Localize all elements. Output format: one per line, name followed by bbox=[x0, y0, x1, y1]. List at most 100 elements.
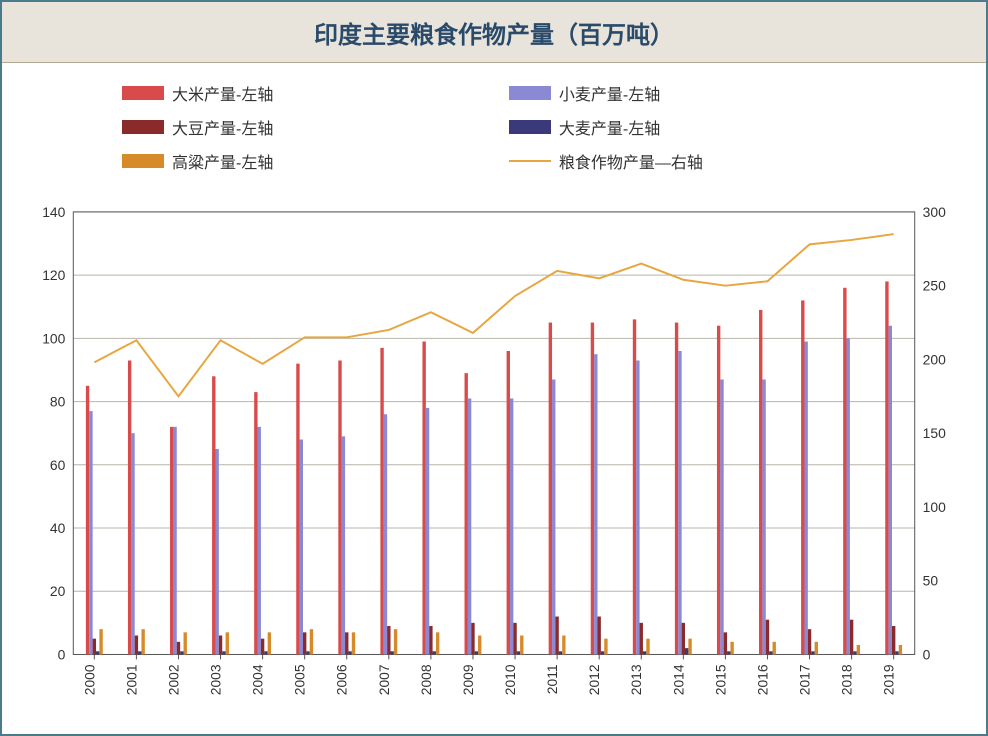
bar-rice-2005 bbox=[296, 364, 299, 655]
bar-rice-2007 bbox=[380, 348, 383, 655]
bar-soybean-2011 bbox=[555, 617, 558, 655]
x-tick-2003: 2003 bbox=[208, 664, 224, 695]
bar-barley-2015 bbox=[727, 651, 730, 654]
bar-wheat-2013 bbox=[636, 360, 639, 654]
bar-sorghum-2008 bbox=[436, 632, 439, 654]
bar-rice-2008 bbox=[422, 342, 425, 655]
bar-rice-2016 bbox=[759, 310, 762, 655]
bar-soybean-2006 bbox=[345, 632, 348, 654]
x-tick-2010: 2010 bbox=[502, 664, 518, 695]
legend-item-wheat: 小麦产量-左轴 bbox=[509, 81, 866, 105]
bar-soybean-2002 bbox=[177, 642, 180, 655]
y-left-tick-80: 80 bbox=[50, 394, 66, 410]
bar-sorghum-2004 bbox=[268, 632, 271, 654]
bar-sorghum-2019 bbox=[899, 645, 902, 654]
chart-container: 印度主要粮食作物产量（百万吨） 大米产量-左轴小麦产量-左轴大豆产量-左轴大麦产… bbox=[0, 0, 988, 736]
bar-sorghum-2018 bbox=[857, 645, 860, 654]
bar-wheat-2000 bbox=[89, 411, 92, 654]
bar-rice-2002 bbox=[170, 427, 173, 655]
y-right-tick-300: 300 bbox=[923, 204, 946, 220]
bar-rice-2015 bbox=[717, 326, 720, 655]
bar-soybean-2005 bbox=[303, 632, 306, 654]
y-left-tick-140: 140 bbox=[42, 204, 65, 220]
bar-sorghum-2005 bbox=[310, 629, 313, 654]
legend-item-total: 粮食作物产量—右轴 bbox=[509, 149, 866, 173]
bar-soybean-2000 bbox=[93, 639, 96, 655]
bar-soybean-2004 bbox=[261, 639, 264, 655]
x-tick-2012: 2012 bbox=[586, 664, 602, 695]
bar-sorghum-2015 bbox=[730, 642, 733, 655]
bar-soybean-2014 bbox=[682, 623, 685, 655]
legend-label-total: 粮食作物产量—右轴 bbox=[559, 149, 703, 173]
bar-wheat-2008 bbox=[426, 408, 429, 655]
y-left-tick-120: 120 bbox=[42, 267, 65, 283]
bar-barley-2004 bbox=[264, 651, 267, 654]
bar-soybean-2007 bbox=[387, 626, 390, 654]
bar-barley-2009 bbox=[475, 651, 478, 654]
bar-sorghum-2010 bbox=[520, 635, 523, 654]
legend-label-barley: 大麦产量-左轴 bbox=[559, 115, 660, 139]
bar-rice-2010 bbox=[507, 351, 510, 654]
legend-line-total bbox=[509, 160, 551, 162]
y-left-tick-100: 100 bbox=[42, 330, 65, 346]
y-right-tick-250: 250 bbox=[923, 278, 946, 294]
legend-item-soybean: 大豆产量-左轴 bbox=[122, 115, 479, 139]
y-right-tick-50: 50 bbox=[923, 573, 939, 589]
bar-soybean-2012 bbox=[597, 617, 600, 655]
bar-wheat-2006 bbox=[342, 436, 345, 654]
x-tick-2018: 2018 bbox=[839, 664, 855, 695]
bar-barley-2016 bbox=[769, 651, 772, 654]
bar-soybean-2016 bbox=[766, 620, 769, 655]
bar-rice-2012 bbox=[591, 323, 594, 655]
x-tick-2016: 2016 bbox=[754, 664, 770, 695]
bar-soybean-2001 bbox=[135, 635, 138, 654]
y-right-tick-100: 100 bbox=[923, 499, 946, 515]
bar-wheat-2004 bbox=[258, 427, 261, 655]
x-tick-2009: 2009 bbox=[460, 664, 476, 695]
line-total bbox=[94, 234, 893, 396]
bar-sorghum-2016 bbox=[773, 642, 776, 655]
x-tick-2001: 2001 bbox=[123, 664, 139, 695]
bar-wheat-2005 bbox=[300, 440, 303, 655]
bar-barley-2008 bbox=[433, 651, 436, 654]
bar-barley-2000 bbox=[96, 651, 99, 654]
legend-swatch-rice bbox=[122, 86, 164, 100]
legend-label-sorghum: 高粱产量-左轴 bbox=[172, 149, 273, 173]
bar-wheat-2017 bbox=[804, 342, 807, 655]
plot-svg: 0204060801001201400501001502002503002000… bbox=[22, 202, 966, 714]
legend-label-soybean: 大豆产量-左轴 bbox=[172, 115, 273, 139]
bar-rice-2017 bbox=[801, 300, 804, 654]
bar-sorghum-2017 bbox=[815, 642, 818, 655]
bar-sorghum-2006 bbox=[352, 632, 355, 654]
bar-rice-2000 bbox=[86, 386, 89, 655]
legend-label-rice: 大米产量-左轴 bbox=[172, 81, 273, 105]
x-tick-2002: 2002 bbox=[165, 664, 181, 695]
bar-sorghum-2001 bbox=[141, 629, 144, 654]
bar-sorghum-2011 bbox=[562, 635, 565, 654]
x-tick-2006: 2006 bbox=[334, 664, 350, 695]
bar-rice-2009 bbox=[465, 373, 468, 654]
x-tick-2007: 2007 bbox=[376, 664, 392, 695]
x-tick-2011: 2011 bbox=[544, 664, 560, 694]
bar-rice-2014 bbox=[675, 323, 678, 655]
bar-barley-2006 bbox=[348, 651, 351, 654]
y-left-tick-40: 40 bbox=[50, 520, 66, 536]
bar-wheat-2011 bbox=[552, 379, 555, 654]
bar-rice-2018 bbox=[843, 288, 846, 655]
x-tick-2000: 2000 bbox=[81, 664, 97, 695]
legend-swatch-barley bbox=[509, 120, 551, 134]
y-right-tick-0: 0 bbox=[923, 646, 931, 662]
bar-wheat-2019 bbox=[889, 326, 892, 655]
bar-sorghum-2002 bbox=[184, 632, 187, 654]
bar-wheat-2018 bbox=[847, 338, 850, 654]
bar-barley-2005 bbox=[306, 651, 309, 654]
x-tick-2015: 2015 bbox=[712, 664, 728, 695]
bar-rice-2019 bbox=[885, 281, 888, 654]
bar-sorghum-2012 bbox=[604, 639, 607, 655]
bar-rice-2013 bbox=[633, 319, 636, 654]
bar-sorghum-2009 bbox=[478, 635, 481, 654]
bar-rice-2011 bbox=[549, 323, 552, 655]
x-tick-2017: 2017 bbox=[797, 664, 813, 695]
bar-barley-2007 bbox=[391, 651, 394, 654]
bar-barley-2017 bbox=[811, 651, 814, 654]
